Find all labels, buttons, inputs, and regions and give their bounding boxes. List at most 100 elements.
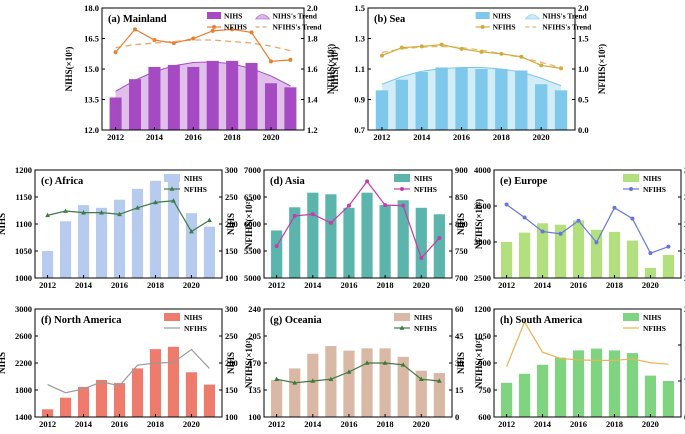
nfihs-point-g-2016	[346, 369, 352, 374]
bar-e-2015	[554, 224, 567, 278]
nfihs-point-a-2012	[113, 50, 118, 55]
legend-swatch-nihs-a	[207, 12, 222, 19]
bar-c-2020	[185, 213, 198, 278]
legend-label-nihs-g: NIHS	[414, 313, 432, 322]
y-tick-label-f: 1400	[15, 412, 32, 422]
x-tick-label-e: 2020	[642, 280, 659, 290]
y-tick-label-h: 1050	[474, 331, 491, 341]
nfihs-point-b-2014	[419, 44, 424, 49]
nfihs-point-g-2018	[382, 360, 388, 365]
nfihs-point-c-2014	[81, 210, 86, 215]
bar-e-2017	[590, 229, 603, 278]
legend-label-nihs-trend-b: NIHS's Trend	[542, 12, 587, 21]
y2-axis-label-b: NFIHS(×10⁵)	[597, 44, 607, 94]
legend-label-nfihs-f: NFIHS	[184, 324, 207, 333]
bar-g-2016	[343, 350, 355, 417]
y-tick-label-e: 3000	[474, 237, 491, 247]
y-tick-label-d: 5500	[244, 246, 261, 256]
nfihs-point-b-2020	[539, 63, 544, 68]
nfihs-line-a	[115, 28, 291, 63]
bar-f-2013	[59, 397, 72, 417]
y-tick-label-e: 3500	[474, 201, 491, 211]
nfihs-point-a-2018	[230, 27, 235, 32]
y-tick-label-a: 18.0	[84, 3, 99, 13]
nfihs-point-e-2012	[504, 202, 509, 207]
nfihs-line-d	[276, 180, 440, 260]
y2-tick-label-g: 30	[455, 358, 464, 368]
bar-c-2015	[95, 207, 108, 278]
bar-b-2021	[554, 90, 568, 130]
bar-c-2018	[149, 180, 162, 278]
nfihs-point-g-2021	[436, 378, 442, 383]
nfihs-point-g-2020	[418, 376, 424, 381]
nfihs-point-a-2015	[171, 41, 176, 46]
x-tick-label-g: 2014	[304, 419, 322, 429]
y-tick-label-c: 1050	[15, 246, 32, 256]
bar-f-2020	[185, 372, 198, 417]
nfihs-point-a-2016	[191, 36, 196, 41]
x-tick-label-a: 2016	[185, 132, 202, 142]
bar-c-2021	[203, 226, 215, 278]
legend-swatch-nihs-c	[164, 174, 180, 182]
nfihs-point-e-2021	[666, 244, 671, 249]
nfihs-point-a-2014	[152, 38, 157, 43]
nfihs-point-c-2013	[63, 208, 68, 213]
panel-f: 1400 1800 2200 2600 3000 100 150 200 250 300 2012 2…	[0, 304, 254, 429]
y-tick-label-g: 135	[248, 385, 261, 395]
x-tick-label-e: 2012	[498, 280, 515, 290]
legend-label-nihs-d: NIHS	[414, 174, 432, 183]
y-tick-label-f: 1800	[15, 385, 32, 395]
x-tick-label-f: 2020	[183, 419, 200, 429]
legend-swatch-nihs-h	[623, 313, 639, 321]
x-tick-label-e: 2016	[570, 280, 587, 290]
bar-h-2014	[536, 364, 549, 417]
bar-d-2021	[433, 214, 445, 278]
x-tick-label-b: 2012	[373, 132, 390, 142]
legend-label-nfihs-e: NFIHS	[643, 185, 666, 194]
nfihs-point-c-2018	[153, 199, 158, 205]
nfihs-point-b-2021	[559, 66, 564, 71]
bar-e-2012	[501, 242, 513, 278]
y-tick-label-c: 1200	[15, 165, 32, 175]
legend-label-nfihs-d: NFIHS	[414, 185, 437, 194]
nfihs-point-d-2013	[292, 213, 297, 218]
nfihs-point-g-2012	[274, 376, 280, 381]
y-axis-label-a: NIHS(×10⁵)	[64, 47, 74, 92]
y-tick-label-g: 100	[248, 412, 261, 422]
y-tick-label-b: 0.9	[354, 95, 365, 105]
nfihs-point-e-2016	[576, 218, 581, 223]
y2-tick-label-b: 2.0	[578, 3, 589, 13]
bar-e-2019	[626, 240, 639, 278]
y2-axis-label-g: NFIHS(×10²)	[474, 338, 484, 388]
panel-e: 2500300035004000225250275300325201220142…	[456, 165, 685, 290]
y2-tick-label-d: 750	[455, 246, 468, 256]
bar-b-2015	[435, 67, 448, 130]
nfihs-point-b-2012	[379, 53, 384, 58]
y-tick-label-h: 1200	[474, 304, 491, 314]
x-tick-label-g: 2020	[413, 419, 430, 429]
nfihs-point-c-2015	[99, 210, 104, 215]
panel-title-c: (c) Africa	[41, 176, 84, 187]
nfihs-point-d-2014	[310, 212, 315, 217]
nfihs-point-d-2017	[365, 179, 370, 184]
y-tick-label-b: 1.1	[354, 64, 365, 74]
y-axis-label-f: NIHS	[0, 352, 7, 374]
bar-f-2017	[131, 368, 144, 417]
y-tick-label-f: 3000	[15, 304, 32, 314]
y2-tick-label-f: 250	[225, 331, 238, 341]
bar-g-2014	[307, 353, 319, 417]
nfihs-point-e-2020	[648, 251, 653, 256]
legend-swatch-nihs-e	[623, 174, 639, 182]
bar-h-2017	[590, 348, 603, 417]
y-tick-label-h: 750	[478, 385, 491, 395]
y-tick-label-a: 16.5	[84, 34, 99, 44]
nfihs-trend-line-b	[381, 45, 562, 69]
legend-swatch-nihs-g	[394, 313, 410, 321]
nfihs-point-c-2017	[135, 205, 140, 210]
bar-b-2016	[455, 67, 468, 130]
panel-title-e: (e) Europe	[500, 176, 548, 187]
x-tick-label-d: 2012	[268, 280, 285, 290]
y2-tick-label-a: 2.0	[307, 3, 318, 13]
nfihs-point-d-2020	[419, 256, 424, 261]
panel-title-h: (h) South America	[500, 315, 583, 326]
